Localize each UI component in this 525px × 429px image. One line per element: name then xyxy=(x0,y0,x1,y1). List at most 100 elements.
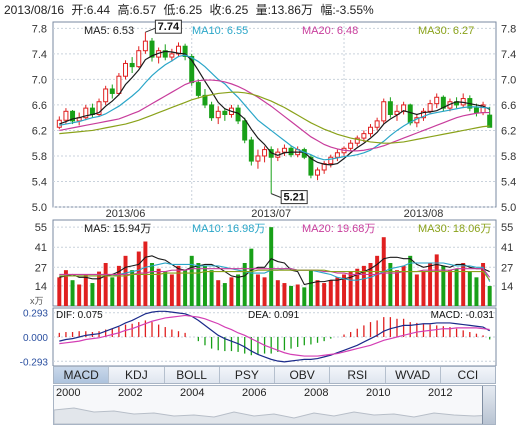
volume-bar xyxy=(183,270,188,306)
candle-body xyxy=(96,101,102,115)
volume-bar xyxy=(163,271,168,306)
volume-bar xyxy=(447,270,452,306)
price-tick-right: 6.2 xyxy=(501,125,516,137)
candle-body xyxy=(182,45,188,57)
ma-legend: MA5: 15.94万 xyxy=(84,223,151,235)
volume-moving-averages xyxy=(59,255,491,286)
candle-body xyxy=(374,120,380,128)
volume-tick-right: 14 xyxy=(501,281,513,293)
candle-body xyxy=(248,139,254,162)
volume-bar xyxy=(262,277,267,306)
volume-bar xyxy=(315,280,320,306)
candle-body xyxy=(83,107,89,119)
volume-bar xyxy=(83,274,88,306)
candle-body xyxy=(195,82,201,96)
tab-cci[interactable]: CCI xyxy=(457,368,479,382)
price-ma20-line xyxy=(59,79,490,152)
candle-body xyxy=(162,50,168,58)
candle-body xyxy=(176,45,181,55)
volume-bar xyxy=(249,248,254,306)
volume-bar xyxy=(150,263,154,306)
tab-wvad[interactable]: WVAD xyxy=(386,367,441,383)
stock-chart[interactable]: 7.8 7.8 7.4 7.4 7.0 7.0 6.6 6.6 6.2 6.2 5.8 5.8 5.4 5… xyxy=(0,0,525,366)
date-label: 2013/08 xyxy=(404,208,444,220)
price-tick-left: 7.0 xyxy=(32,74,47,86)
price-tick-right: 7.8 xyxy=(501,23,516,35)
candle-body xyxy=(354,137,360,144)
timeline-handle[interactable] xyxy=(482,386,495,424)
tab-macd[interactable]: MACD xyxy=(54,367,110,383)
price-tick-left: 7.8 xyxy=(32,23,47,35)
volume-bar xyxy=(269,227,274,306)
timeline-year: 2010 xyxy=(366,387,391,399)
volume-tick-right: 41 xyxy=(501,242,513,254)
volume-bar xyxy=(487,285,492,306)
grid-lines xyxy=(53,22,496,362)
volume-tick-right: 27 xyxy=(501,262,513,274)
candle-body xyxy=(123,62,129,77)
volume-bar xyxy=(282,283,287,306)
ma-legend: MA30: 6.27 xyxy=(418,25,474,37)
candle-body xyxy=(473,107,479,114)
high-annotation-pointer xyxy=(145,27,156,33)
volume-bar xyxy=(255,274,260,306)
tab-boll[interactable]: BOLL xyxy=(165,367,220,383)
volume-bar xyxy=(401,265,406,306)
ma-legend: MA5: 6.53 xyxy=(84,25,134,37)
price-ma30-line xyxy=(59,91,490,144)
indicator-tabs: MACD KDJ BOLL PSY OBV RSI WVAD CCI xyxy=(53,366,496,384)
volume-bar xyxy=(70,280,75,306)
timeline-area xyxy=(54,407,495,424)
candle-body xyxy=(202,94,208,106)
volume-bar xyxy=(461,263,466,306)
volume-bar xyxy=(90,283,95,306)
quote-change: 幅:-3.55% xyxy=(320,3,374,17)
candle-body xyxy=(387,101,393,115)
volume-bar xyxy=(236,274,241,306)
candle-body xyxy=(169,53,175,58)
volume-bar xyxy=(136,251,141,306)
date-label: 2013/07 xyxy=(251,208,291,220)
candle-body xyxy=(321,163,327,171)
volume-bar xyxy=(348,271,353,306)
volume-bars xyxy=(57,227,492,306)
timeline-year: 2000 xyxy=(56,387,81,399)
candle-body xyxy=(142,40,148,52)
price-axis: 7.8 7.8 7.4 7.4 7.0 7.0 6.6 6.6 6.2 6.2 5.8 5.8 5.4 5… xyxy=(20,23,517,366)
timeline-navigator[interactable]: 2000 2002 2004 2006 2008 2010 2012 xyxy=(53,385,496,425)
volume-tick-left: 14 xyxy=(35,281,47,293)
dea-line xyxy=(59,314,490,357)
macd-histogram xyxy=(58,317,491,356)
candle-body xyxy=(315,169,321,176)
price-tick-left: 5.8 xyxy=(32,151,47,163)
candle-body xyxy=(222,110,228,116)
price-tick-left: 5.0 xyxy=(32,202,47,214)
volume-bar xyxy=(216,280,221,306)
volume-bar xyxy=(375,255,380,306)
candle-body xyxy=(70,110,76,122)
candle-body xyxy=(209,104,215,119)
volume-tick-left: 55 xyxy=(35,222,47,234)
tab-kdj[interactable]: KDJ xyxy=(109,367,165,383)
dif-label: DIF: 0.075 xyxy=(56,310,103,321)
tab-obv[interactable]: OBV xyxy=(275,367,331,383)
volume-unit: x万 xyxy=(30,296,44,306)
timeline-year: 2008 xyxy=(304,387,329,399)
macd-tick: 0.293 xyxy=(23,309,48,320)
timeline-year: 2004 xyxy=(180,387,205,399)
candle-body xyxy=(348,142,354,149)
price-ma10-line xyxy=(59,54,490,161)
volume-bar xyxy=(328,280,333,306)
volume-bar xyxy=(116,265,121,306)
tab-rsi[interactable]: RSI xyxy=(330,367,386,383)
candle-body xyxy=(129,62,135,68)
candle-body xyxy=(63,110,69,121)
volume-bar xyxy=(428,263,433,306)
volume-bar xyxy=(156,268,161,306)
candle-body xyxy=(427,103,433,112)
volume-bar xyxy=(308,270,313,306)
candle-body xyxy=(149,40,155,58)
tab-psy[interactable]: PSY xyxy=(220,367,275,383)
macd-label: MACD: -0.031 xyxy=(431,310,495,321)
price-moving-averages xyxy=(59,50,490,166)
